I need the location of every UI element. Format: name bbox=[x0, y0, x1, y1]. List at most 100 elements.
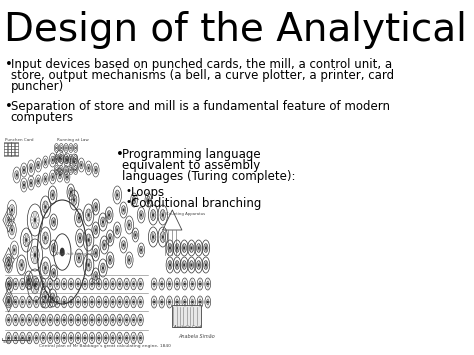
Bar bbox=[173, 305, 201, 327]
Text: Input devices based on punched cards, the mill, a control unit, a: Input devices based on punched cards, th… bbox=[10, 58, 392, 71]
Text: Conditional branching: Conditional branching bbox=[131, 197, 261, 210]
Text: What is it doing here: What is it doing here bbox=[55, 252, 96, 256]
Text: Punchen Card: Punchen Card bbox=[5, 138, 33, 142]
Circle shape bbox=[15, 301, 16, 302]
Circle shape bbox=[153, 236, 154, 238]
Circle shape bbox=[140, 283, 141, 285]
Circle shape bbox=[91, 320, 92, 321]
Circle shape bbox=[43, 301, 44, 302]
Circle shape bbox=[35, 284, 36, 286]
Circle shape bbox=[192, 283, 193, 285]
Circle shape bbox=[50, 337, 51, 339]
Text: Central plan of Mr Babbage's great calculating engine, 1840: Central plan of Mr Babbage's great calcu… bbox=[39, 344, 171, 348]
Circle shape bbox=[184, 283, 185, 285]
Circle shape bbox=[169, 301, 170, 302]
Circle shape bbox=[154, 301, 155, 302]
Circle shape bbox=[22, 337, 23, 339]
Circle shape bbox=[61, 248, 64, 256]
Circle shape bbox=[45, 237, 46, 239]
Text: Counting Apparatus: Counting Apparatus bbox=[166, 212, 205, 216]
Text: store, output mechanisms (a bell, a curve plotter, a printer, card: store, output mechanisms (a bell, a curv… bbox=[10, 69, 393, 82]
Circle shape bbox=[88, 239, 89, 241]
Circle shape bbox=[45, 206, 46, 208]
Circle shape bbox=[71, 337, 72, 339]
Bar bbox=[8, 142, 10, 156]
Circle shape bbox=[191, 247, 192, 248]
Circle shape bbox=[15, 337, 16, 339]
Text: •: • bbox=[126, 186, 132, 196]
Circle shape bbox=[45, 267, 46, 269]
Circle shape bbox=[102, 222, 103, 223]
Circle shape bbox=[22, 320, 23, 321]
Text: •: • bbox=[5, 58, 13, 71]
Circle shape bbox=[95, 275, 96, 277]
Circle shape bbox=[21, 264, 22, 266]
Text: Separation of store and mill is a fundamental feature of modern: Separation of store and mill is a fundam… bbox=[10, 100, 390, 113]
Circle shape bbox=[95, 229, 96, 230]
Circle shape bbox=[52, 195, 53, 196]
Circle shape bbox=[15, 283, 16, 285]
Text: Anabelle Card: Anabelle Card bbox=[174, 325, 201, 329]
Bar bbox=[11, 142, 14, 156]
Circle shape bbox=[15, 320, 16, 321]
Text: •: • bbox=[116, 148, 124, 161]
Circle shape bbox=[43, 337, 44, 339]
Circle shape bbox=[29, 337, 30, 339]
Text: Scale: Scale bbox=[2, 340, 12, 344]
Circle shape bbox=[133, 320, 134, 321]
Circle shape bbox=[140, 301, 141, 302]
Circle shape bbox=[117, 195, 118, 196]
Circle shape bbox=[119, 320, 120, 321]
Circle shape bbox=[50, 301, 51, 302]
Circle shape bbox=[43, 320, 44, 321]
Bar bbox=[15, 142, 18, 156]
Circle shape bbox=[153, 214, 154, 216]
Circle shape bbox=[140, 320, 141, 321]
Text: 1 ft: 1 ft bbox=[27, 339, 32, 343]
Circle shape bbox=[192, 301, 193, 302]
Circle shape bbox=[22, 283, 23, 285]
Circle shape bbox=[71, 301, 72, 302]
Circle shape bbox=[119, 337, 120, 339]
Text: •: • bbox=[5, 100, 13, 113]
Circle shape bbox=[43, 283, 44, 285]
Circle shape bbox=[88, 264, 89, 266]
Text: Programming language: Programming language bbox=[122, 148, 261, 161]
Circle shape bbox=[35, 219, 36, 221]
Circle shape bbox=[28, 279, 29, 281]
Text: Loops: Loops bbox=[131, 186, 165, 199]
Circle shape bbox=[119, 283, 120, 285]
Circle shape bbox=[119, 301, 120, 302]
Circle shape bbox=[35, 254, 36, 256]
Circle shape bbox=[29, 283, 30, 285]
Circle shape bbox=[112, 337, 113, 339]
Circle shape bbox=[154, 283, 155, 285]
Circle shape bbox=[200, 283, 201, 285]
Circle shape bbox=[22, 301, 23, 302]
Circle shape bbox=[169, 283, 170, 285]
Circle shape bbox=[14, 249, 15, 251]
Text: Design of the Analytical Engine: Design of the Analytical Engine bbox=[4, 11, 474, 49]
Text: Running at Law: Running at Law bbox=[57, 138, 89, 142]
Text: •: • bbox=[126, 197, 132, 207]
Circle shape bbox=[26, 239, 27, 241]
Circle shape bbox=[52, 297, 53, 299]
Circle shape bbox=[112, 320, 113, 321]
Circle shape bbox=[123, 209, 124, 211]
Circle shape bbox=[91, 283, 92, 285]
Circle shape bbox=[191, 264, 192, 266]
Circle shape bbox=[29, 320, 30, 321]
Circle shape bbox=[71, 320, 72, 321]
Circle shape bbox=[123, 245, 124, 246]
Circle shape bbox=[71, 283, 72, 285]
Circle shape bbox=[50, 283, 51, 285]
Circle shape bbox=[133, 283, 134, 285]
Text: equivalent to assembly: equivalent to assembly bbox=[122, 159, 260, 172]
Circle shape bbox=[50, 320, 51, 321]
Circle shape bbox=[200, 301, 201, 302]
Circle shape bbox=[112, 301, 113, 302]
Circle shape bbox=[91, 337, 92, 339]
Circle shape bbox=[117, 229, 118, 230]
Text: languages (Turing complete):: languages (Turing complete): bbox=[122, 170, 296, 183]
Circle shape bbox=[29, 301, 30, 302]
